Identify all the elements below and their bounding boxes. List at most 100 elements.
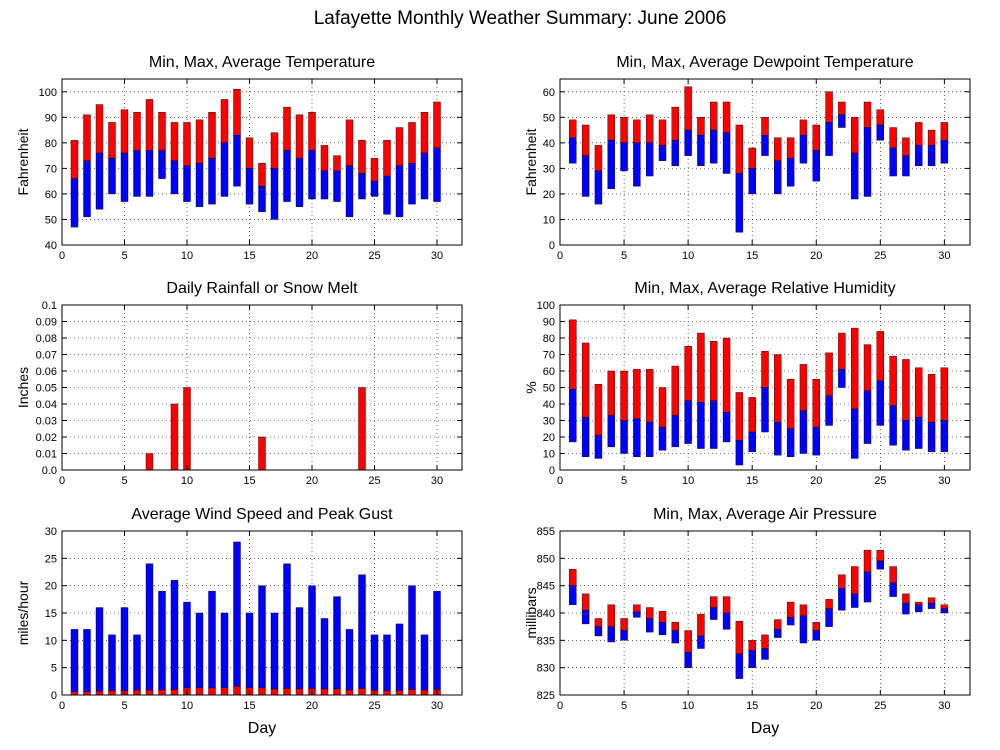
x-tick-label: 5 xyxy=(621,475,627,487)
bar-upper xyxy=(671,365,680,416)
bar-upper xyxy=(761,634,769,649)
bar-lower xyxy=(158,150,166,179)
bar-lower xyxy=(569,137,577,164)
bar-upper xyxy=(569,569,577,586)
bar-lower xyxy=(825,608,833,627)
bar-lower xyxy=(838,114,846,128)
x-tick-label: 5 xyxy=(121,700,127,712)
bar-peak-gust xyxy=(258,585,266,689)
y-tick-label: 0.08 xyxy=(36,333,57,345)
panel-title: Min, Max, Average Dewpoint Temperature xyxy=(616,54,913,71)
bar-upper xyxy=(735,621,744,655)
bar-lower xyxy=(735,173,744,233)
bar-peak-gust xyxy=(145,563,154,691)
bar-peak-gust xyxy=(83,629,91,692)
bar-upper xyxy=(633,604,641,613)
bar-peak-gust xyxy=(208,590,216,689)
bar-lower xyxy=(671,140,680,167)
bar-average-wind xyxy=(383,690,391,696)
bar-lower xyxy=(710,129,718,164)
x-tick-label: 30 xyxy=(431,700,443,712)
y-tick-label: 0.01 xyxy=(36,449,57,461)
bar-average-wind xyxy=(320,688,329,696)
x-tick-label: 0 xyxy=(557,250,563,262)
bar-upper xyxy=(170,122,179,161)
panel-title: Daily Rainfall or Snow Melt xyxy=(166,280,358,297)
bar-upper xyxy=(208,111,216,159)
y-tick-label: 40 xyxy=(543,399,555,411)
bar-peak-gust xyxy=(308,585,316,689)
bar-lower xyxy=(915,604,923,613)
bar-lower xyxy=(876,380,885,426)
bar-lower xyxy=(799,134,808,164)
bar-upper xyxy=(876,549,885,562)
bar-upper xyxy=(645,369,654,423)
bar-peak-gust xyxy=(158,590,166,691)
y-tick-label: 20 xyxy=(45,581,57,593)
bar-lower xyxy=(684,652,692,668)
y-tick-label: 60 xyxy=(45,189,57,201)
x-tick-label: 30 xyxy=(938,250,950,262)
bar-lower xyxy=(607,140,615,190)
bar-upper xyxy=(863,549,872,573)
panel-title: Average Wind Speed and Peak Gust xyxy=(131,506,393,523)
bar-average-wind xyxy=(283,688,291,696)
bar-upper xyxy=(786,137,795,159)
x-tick-label: 15 xyxy=(243,250,255,262)
bar-lower xyxy=(774,629,782,638)
x-tick-label: 15 xyxy=(243,475,255,487)
bar-upper xyxy=(684,86,692,131)
bar-lower xyxy=(208,157,216,205)
bar-lower xyxy=(233,134,241,187)
bar-peak-gust xyxy=(395,623,404,691)
x-tick-label: 20 xyxy=(810,475,822,487)
bar-peak-gust xyxy=(120,607,129,691)
bar-average-wind xyxy=(208,687,216,696)
bar-upper xyxy=(902,593,910,604)
y-tick-label: 855 xyxy=(537,526,555,538)
bar-average-wind xyxy=(395,690,404,696)
bar-upper xyxy=(658,119,667,146)
bar-lower xyxy=(902,420,910,451)
x-tick-label: 10 xyxy=(181,250,193,262)
bar-upper xyxy=(620,117,628,144)
bar-lower xyxy=(258,186,266,212)
bar-lower xyxy=(748,168,756,195)
bar-lower xyxy=(408,163,416,205)
bar-upper xyxy=(420,111,429,154)
bar-upper xyxy=(748,640,756,651)
bar-lower xyxy=(812,630,820,641)
bar-upper xyxy=(786,379,795,429)
bar-upper xyxy=(850,566,859,595)
bar-upper xyxy=(658,387,667,428)
x-tick-label: 5 xyxy=(621,700,627,712)
bar-average-wind xyxy=(233,686,241,696)
bar-lower xyxy=(594,170,603,205)
bar-lower xyxy=(863,390,872,444)
y-tick-label: 840 xyxy=(537,608,555,620)
bar-lower xyxy=(902,602,910,615)
bar-upper xyxy=(902,137,910,156)
bar-lower xyxy=(320,170,329,200)
bar-upper xyxy=(876,331,885,382)
bar-peak-gust xyxy=(345,629,354,691)
bar-lower xyxy=(671,630,680,644)
x-tick-label: 10 xyxy=(181,475,193,487)
bar-lower xyxy=(748,431,756,453)
bar-upper xyxy=(825,599,833,609)
bar-peak-gust xyxy=(245,612,254,689)
bar-lower xyxy=(850,152,859,200)
bar-upper xyxy=(697,613,705,637)
bar-peak-gust xyxy=(283,563,291,689)
bar-lower xyxy=(940,420,949,453)
bar-average-wind xyxy=(145,689,154,696)
bar-lower xyxy=(710,607,718,620)
bar-average-wind xyxy=(358,688,366,696)
bar-upper xyxy=(863,344,872,392)
bar-upper xyxy=(671,622,680,631)
bar-upper xyxy=(607,604,615,627)
y-tick-label: 60 xyxy=(543,87,555,99)
bar-lower xyxy=(594,435,603,459)
bar-upper xyxy=(270,132,279,169)
